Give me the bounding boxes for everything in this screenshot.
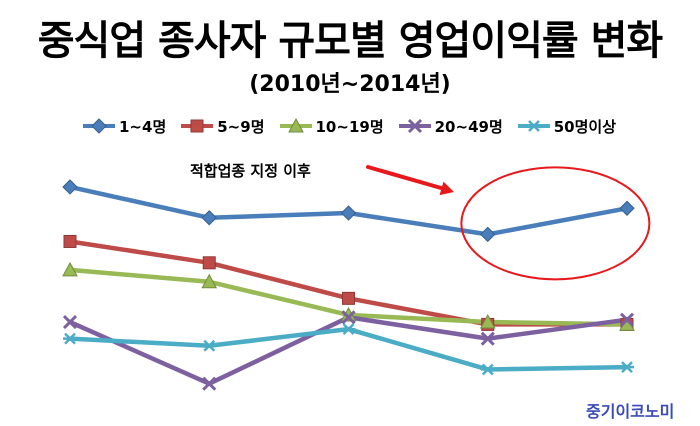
legend-item: 1~4명 [82, 116, 166, 137]
brand-logo-text: 중기이코노미 [586, 402, 675, 421]
legend-label: 1~4명 [119, 117, 167, 136]
legend-marker [287, 117, 304, 133]
data-point [341, 310, 356, 325]
data-point [63, 234, 77, 248]
data-point [341, 323, 356, 336]
legend-item: 5~9명 [180, 116, 265, 137]
data-point [479, 313, 496, 329]
chart-subtitle: (2010년~2014년) [249, 72, 451, 97]
data-point [480, 226, 496, 243]
legend-marker [190, 119, 204, 133]
data-point [201, 210, 217, 226]
data-point [202, 376, 217, 391]
data-point [342, 291, 355, 305]
data-point [340, 205, 357, 221]
legend-marker [407, 118, 422, 134]
data-point [63, 332, 77, 345]
chart-legend: 1~4명 5~9명 10~19명 20~49명 50명이상 [82, 113, 692, 139]
legend-swatch [279, 117, 312, 133]
legend-label: 20~49명 [434, 117, 503, 136]
annotation-text: 적합업종 지정 이후 [190, 162, 311, 180]
legend-item: 10~19명 [279, 116, 384, 137]
legend-label: 10~19명 [315, 117, 384, 136]
data-point [202, 256, 216, 270]
data-point [202, 339, 217, 352]
data-point [62, 261, 78, 277]
data-point [62, 314, 78, 330]
data-point [62, 179, 78, 195]
legend-marker [526, 120, 541, 132]
legend-swatch [398, 118, 431, 134]
data-point [619, 200, 635, 216]
legend-marker [91, 118, 107, 134]
data-point [620, 361, 634, 373]
legend-swatch [83, 118, 115, 134]
legend-swatch [181, 119, 214, 133]
chart-title: 중식업 종사자 규모별 영업이익률 변화 [37, 18, 664, 64]
data-point [619, 312, 635, 327]
data-point [201, 273, 218, 289]
legend-label: 50명이상 [553, 117, 617, 136]
legend-item: 50명이상 [517, 116, 616, 137]
data-point [480, 363, 495, 376]
annotation-arrow [366, 165, 454, 196]
legend-item: 20~49명 [398, 116, 503, 137]
legend-swatch [517, 120, 550, 132]
data-point [480, 331, 495, 346]
series-line [67, 326, 630, 372]
legend-label: 5~9명 [217, 117, 265, 136]
highlight-ellipse [460, 166, 651, 281]
